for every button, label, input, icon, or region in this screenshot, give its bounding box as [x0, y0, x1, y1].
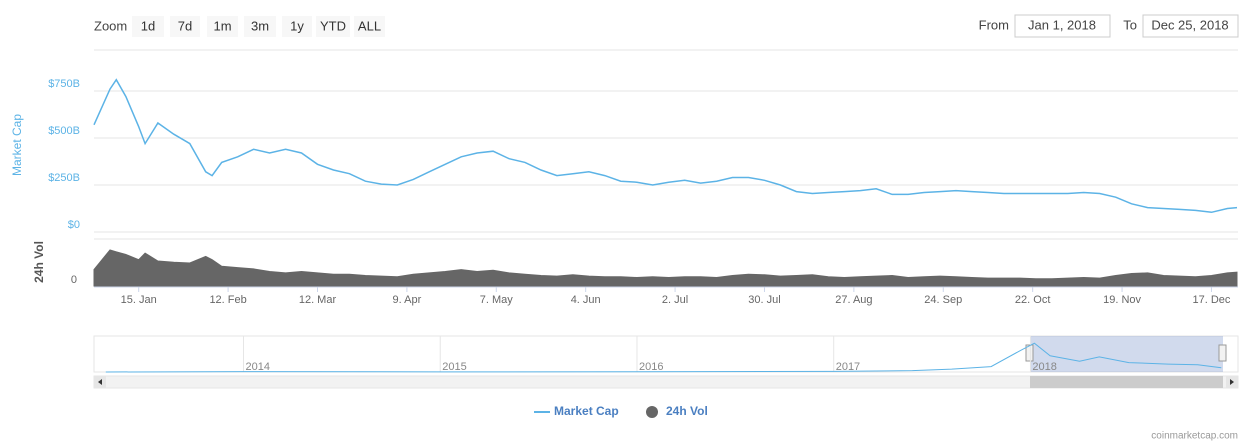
legend-symbol[interactable]: [646, 406, 658, 418]
navigator-selection[interactable]: [1030, 336, 1223, 372]
to-label: To: [1123, 17, 1137, 32]
x-tick-label: 24. Sep: [924, 294, 962, 306]
from-input[interactable]: [1014, 14, 1111, 38]
x-tick-label: 19. Nov: [1103, 294, 1141, 306]
x-tick-label: 7. May: [480, 294, 514, 306]
arrow-right: [1230, 379, 1234, 385]
zoom-button-label[interactable]: 7d: [178, 18, 192, 33]
zoom-button-label[interactable]: 1d: [141, 18, 155, 33]
navigator-tick-label: 2016: [639, 361, 663, 373]
zoom-button[interactable]: [316, 16, 350, 37]
from-value[interactable]: Jan 1, 2018: [1028, 17, 1096, 32]
from-label: From: [979, 17, 1009, 32]
zoom-button[interactable]: [282, 16, 312, 37]
to-input[interactable]: [1142, 14, 1239, 38]
x-tick-label: 30. Jul: [748, 294, 780, 306]
x-tick-label: 2. Jul: [662, 294, 688, 306]
arrow-left: [98, 379, 102, 385]
y-tick-label: $500B: [48, 125, 80, 137]
navigator-handle[interactable]: [1025, 344, 1034, 362]
navigator-line: [105, 342, 1222, 373]
x-tick-label: 12. Feb: [209, 294, 246, 306]
series-area: [93, 249, 1238, 287]
zoom-button-label[interactable]: ALL: [358, 18, 381, 33]
y-tick-label: $750B: [48, 78, 80, 90]
legend-label[interactable]: Market Cap: [554, 404, 619, 418]
x-tick-label: 4. Jun: [571, 294, 601, 306]
x-tick-label: 17. Dec: [1192, 294, 1230, 306]
zoom-button-label[interactable]: YTD: [320, 18, 346, 33]
y2-axis-title: 24h Vol: [32, 241, 46, 283]
zoom-label: Zoom: [94, 18, 127, 33]
navigator-tick-label: 2018: [1032, 361, 1056, 373]
scrollbar-thumb[interactable]: [1030, 376, 1223, 388]
navigator-tick-label: 2015: [442, 361, 466, 373]
navigator-tick-label: 2014: [246, 361, 270, 373]
to-value[interactable]: Dec 25, 2018: [1151, 17, 1228, 32]
zoom-button[interactable]: [207, 16, 238, 37]
x-tick-label: 12. Mar: [299, 294, 337, 306]
x-tick-label: 9. Apr: [393, 294, 422, 306]
navigator-tick-label: 2017: [836, 361, 860, 373]
y2-tick-label: 0: [71, 274, 77, 286]
navigator-handle[interactable]: [1218, 344, 1227, 362]
x-tick-label: 22. Oct: [1015, 294, 1050, 306]
x-tick-label: 15. Jan: [121, 294, 157, 306]
zoom-button[interactable]: [132, 16, 164, 37]
zoom-button-label[interactable]: 3m: [251, 18, 269, 33]
zoom-button-label[interactable]: 1y: [290, 18, 304, 33]
legend-label[interactable]: 24h Vol: [666, 404, 708, 418]
y-tick-label: $250B: [48, 172, 80, 184]
zoom-button[interactable]: [170, 16, 200, 37]
y-tick-label: $0: [68, 219, 80, 231]
zoom-button[interactable]: [354, 16, 385, 37]
series-line: [93, 78, 1238, 214]
credit: coinmarketcap.com: [1151, 431, 1238, 442]
zoom-button-label[interactable]: 1m: [213, 18, 231, 33]
y-axis-title: Market Cap: [10, 114, 24, 176]
x-tick-label: 27. Aug: [835, 294, 872, 306]
zoom-button[interactable]: [244, 16, 276, 37]
